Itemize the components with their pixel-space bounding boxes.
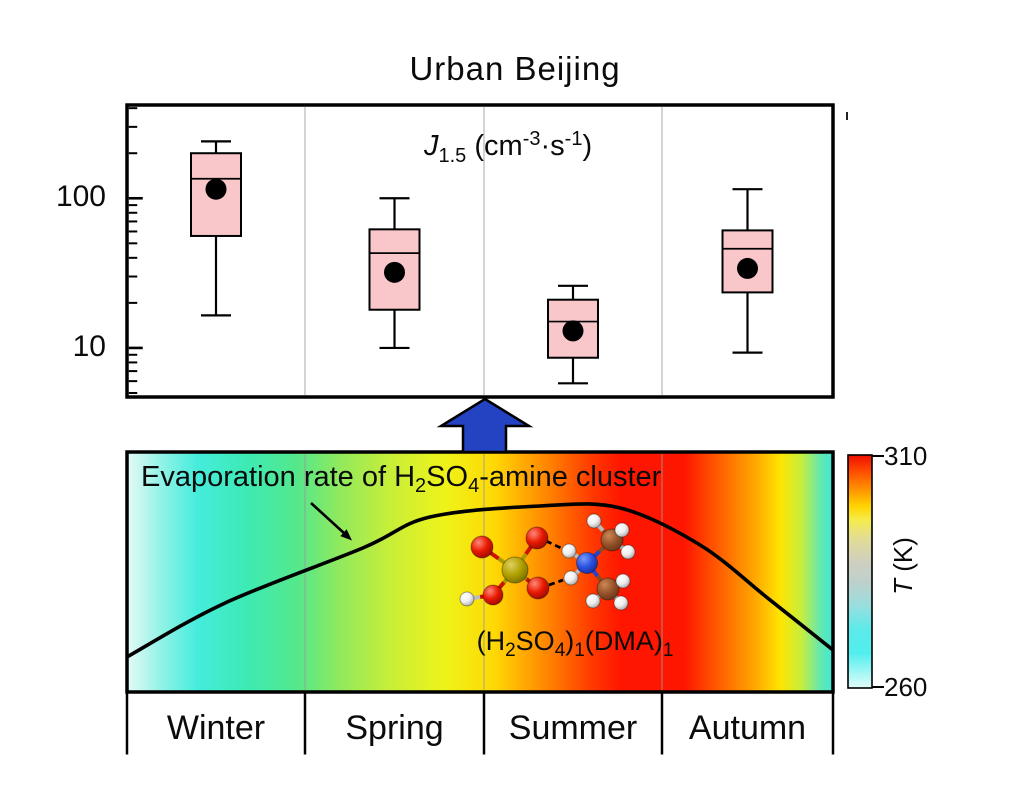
evaporation-rate-curve (128, 502, 832, 659)
season-label-summer: Summer (508, 709, 638, 747)
boxplot-panel (125, 103, 835, 399)
colorbar-max-label: 310 (884, 441, 928, 471)
molecule-illustration (459, 513, 636, 611)
season-label-winter: Winter (166, 709, 266, 747)
y-axis-tick-label-10: 10 (72, 330, 106, 363)
boxplot-autumn (721, 188, 774, 354)
grid-lines (304, 107, 663, 395)
temperature-colorbar (847, 454, 884, 689)
y-axis-ticks (128, 107, 143, 394)
y-axis-tick-label-100: 100 (55, 180, 106, 213)
formation-rate-axis-label: J1.5 (cm-3·s-1) (424, 128, 593, 167)
season-label-spring: Spring (345, 709, 444, 747)
figure-title: Urban Beijing (409, 50, 621, 87)
evaporation-rate-annotation: Evaporation rate of H2SO4-amine cluster (141, 461, 662, 497)
season-gradient-panel (125, 450, 835, 694)
boxplot-summer (547, 284, 599, 385)
molecule-formula-label: (H2SO4)1(DMA)1 (476, 626, 674, 661)
boxplot-winter (190, 140, 242, 317)
season-label-row (125, 692, 835, 755)
boxplot-spring (368, 197, 421, 350)
up-arrow (436, 397, 534, 454)
season-label-autumn: Autumn (688, 709, 807, 747)
j-subscript: 1.5 (438, 145, 467, 167)
annotation-pointer-arrow (310, 502, 352, 541)
colorbar-axis-label: T (K) (888, 537, 918, 595)
j-symbol: J (424, 130, 439, 162)
colorbar-min-label: 260 (884, 672, 928, 702)
